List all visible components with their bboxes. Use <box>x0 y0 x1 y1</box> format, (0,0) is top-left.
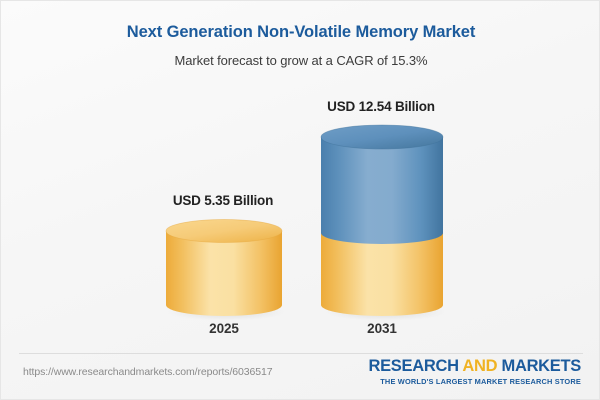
brand-name-part2: MARKETS <box>497 357 582 375</box>
cylinder-2025 <box>165 219 284 321</box>
value-label-2031: USD 12.54 Billion <box>327 99 435 114</box>
brand-name-accent: AND <box>462 357 498 375</box>
footer-divider <box>19 353 583 354</box>
brand-name-part1: RESEARCH <box>368 357 463 375</box>
category-label-2031: 2031 <box>367 321 397 336</box>
brand-name: RESEARCH AND MARKETS <box>368 358 581 375</box>
category-label-2025: 2025 <box>209 321 239 336</box>
chart-subtitle: Market forecast to grow at a CAGR of 15.… <box>174 53 428 68</box>
cylinder-2031 <box>320 124 445 321</box>
brand-tagline: THE WORLD'S LARGEST MARKET RESEARCH STOR… <box>380 376 581 386</box>
brand-logo: RESEARCH AND MARKETS THE WORLD'S LARGEST… <box>368 358 581 385</box>
plot-area: USD 5.35 Billion <box>1 1 599 353</box>
report-url[interactable]: https://www.researchandmarkets.com/repor… <box>23 366 273 378</box>
value-label-2025: USD 5.35 Billion <box>172 193 274 208</box>
chart-title: Next Generation Non-Volatile Memory Mark… <box>126 23 476 41</box>
